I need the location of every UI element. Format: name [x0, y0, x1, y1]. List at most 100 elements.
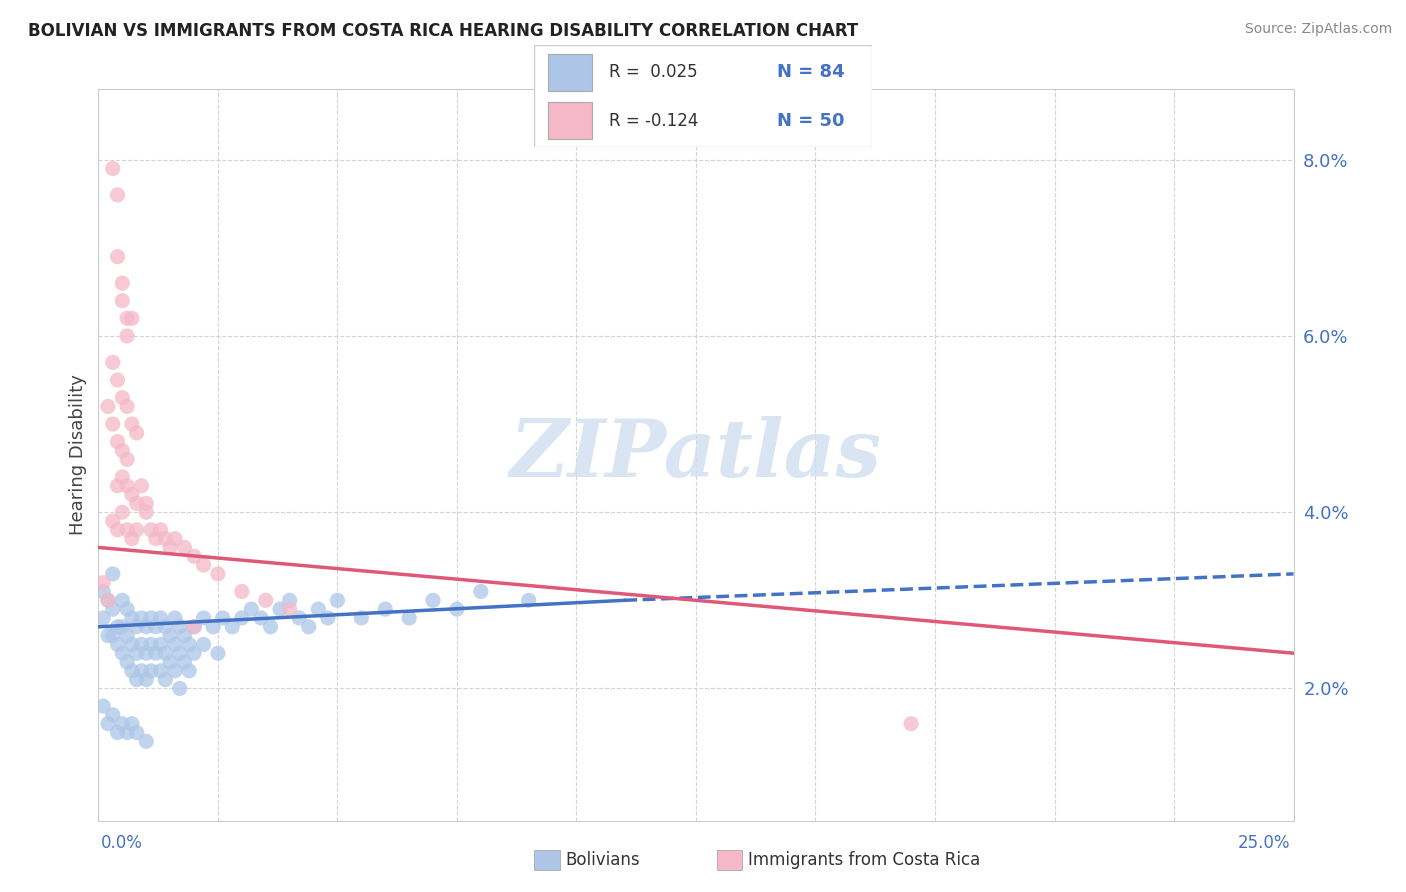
- Point: [163, 664, 186, 678]
- Point: [115, 452, 138, 467]
- Point: [173, 629, 195, 643]
- Point: [149, 637, 172, 651]
- Point: [307, 602, 329, 616]
- Point: [179, 664, 201, 678]
- Point: [111, 716, 134, 731]
- Point: [183, 646, 205, 660]
- Point: [131, 611, 153, 625]
- Point: [125, 725, 148, 739]
- Text: Source: ZipAtlas.com: Source: ZipAtlas.com: [1244, 22, 1392, 37]
- Point: [202, 620, 225, 634]
- Point: [107, 188, 129, 202]
- Point: [149, 611, 172, 625]
- Point: [183, 620, 205, 634]
- Point: [101, 629, 124, 643]
- Point: [107, 250, 129, 264]
- Point: [111, 276, 134, 290]
- Point: [121, 716, 143, 731]
- Point: [169, 681, 191, 696]
- Point: [326, 593, 349, 607]
- Point: [139, 523, 162, 537]
- Point: [111, 443, 134, 458]
- Point: [111, 505, 134, 519]
- Point: [107, 434, 129, 449]
- Point: [159, 655, 181, 669]
- Text: Immigrants from Costa Rica: Immigrants from Costa Rica: [748, 851, 980, 869]
- FancyBboxPatch shape: [534, 45, 872, 147]
- Point: [115, 725, 138, 739]
- Point: [259, 620, 281, 634]
- Point: [97, 629, 120, 643]
- Text: R =  0.025: R = 0.025: [609, 63, 697, 81]
- Point: [155, 646, 177, 660]
- Point: [115, 400, 138, 414]
- Point: [131, 479, 153, 493]
- Point: [316, 611, 339, 625]
- Point: [121, 532, 143, 546]
- Point: [179, 637, 201, 651]
- Point: [254, 593, 277, 607]
- Y-axis label: Hearing Disability: Hearing Disability: [69, 375, 87, 535]
- Point: [135, 646, 157, 660]
- Text: 25.0%: 25.0%: [1239, 834, 1291, 852]
- Point: [288, 611, 311, 625]
- Point: [107, 725, 129, 739]
- Point: [111, 470, 134, 484]
- Point: [169, 620, 191, 634]
- Point: [155, 532, 177, 546]
- Point: [211, 611, 233, 625]
- Point: [97, 593, 120, 607]
- Text: Bolivians: Bolivians: [565, 851, 640, 869]
- Point: [115, 311, 138, 326]
- Point: [183, 549, 205, 564]
- Point: [121, 664, 143, 678]
- Text: ZIPatlas: ZIPatlas: [510, 417, 882, 493]
- Point: [125, 425, 148, 440]
- Point: [121, 637, 143, 651]
- Point: [91, 699, 114, 714]
- Point: [139, 611, 162, 625]
- Point: [91, 584, 114, 599]
- Point: [145, 620, 167, 634]
- Point: [155, 620, 177, 634]
- Point: [97, 400, 120, 414]
- Point: [101, 602, 124, 616]
- Point: [111, 620, 134, 634]
- Point: [135, 505, 157, 519]
- Point: [125, 646, 148, 660]
- Point: [101, 514, 124, 528]
- Point: [101, 355, 124, 369]
- Point: [121, 487, 143, 501]
- Text: R = -0.124: R = -0.124: [609, 112, 697, 129]
- Point: [163, 611, 186, 625]
- Point: [107, 479, 129, 493]
- Point: [115, 523, 138, 537]
- Point: [145, 646, 167, 660]
- Point: [398, 611, 420, 625]
- Point: [111, 293, 134, 308]
- Point: [183, 620, 205, 634]
- Point: [97, 593, 120, 607]
- Point: [159, 541, 181, 555]
- Bar: [548, 54, 592, 91]
- Point: [278, 602, 301, 616]
- Point: [446, 602, 468, 616]
- Point: [207, 566, 229, 581]
- Point: [149, 664, 172, 678]
- Point: [155, 673, 177, 687]
- Bar: [548, 102, 592, 139]
- Point: [298, 620, 321, 634]
- Point: [115, 329, 138, 343]
- Point: [91, 611, 114, 625]
- Point: [173, 541, 195, 555]
- Point: [111, 391, 134, 405]
- Point: [107, 523, 129, 537]
- Text: N = 50: N = 50: [778, 112, 845, 129]
- Point: [101, 566, 124, 581]
- Point: [115, 629, 138, 643]
- Point: [131, 664, 153, 678]
- Point: [422, 593, 444, 607]
- Point: [169, 646, 191, 660]
- Point: [374, 602, 396, 616]
- Point: [278, 593, 301, 607]
